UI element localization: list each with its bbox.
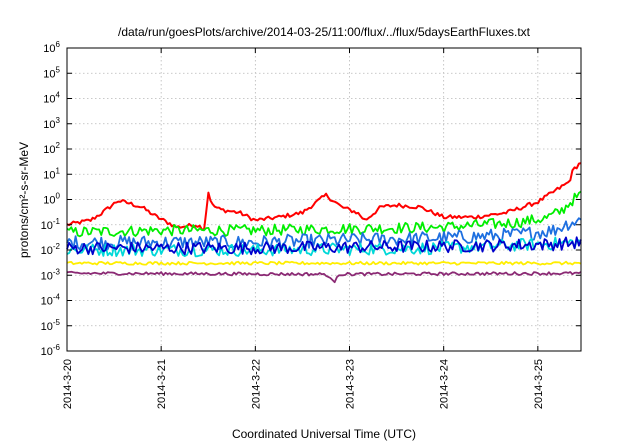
y-tick-label: 10-1 [41, 217, 61, 232]
x-tick-labels: 2014-3-20 2014-3-21 2014-3-22 2014-3-23 2014… [62, 359, 545, 409]
y-tick-label: 106 [43, 40, 60, 55]
x-tick-label: 2014-3-22 [250, 359, 262, 409]
y-tick-labels: 10-6 10-5 10-4 10-3 10-2 10-1 100 101 102 103 104 1… [41, 40, 61, 358]
y-tick-label: 101 [43, 166, 60, 181]
x-tick-label: 2014-3-23 [345, 359, 357, 409]
y-axis-label: protons/cm²-s-sr-MeV [17, 142, 31, 258]
y-tick-label: 10-4 [41, 293, 61, 308]
y-tick-label: 103 [43, 116, 60, 131]
series-line-6 [66, 260, 582, 266]
y-tick-label: 104 [43, 91, 60, 106]
y-tick-label: 102 [43, 141, 60, 156]
series-line-1 [66, 162, 582, 231]
tick-marks [66, 47, 581, 352]
y-tick-label: 10-5 [41, 318, 61, 333]
y-tick-label: 10-6 [41, 343, 61, 358]
series-line-4 [66, 236, 582, 258]
y-tick-label: 10-2 [41, 242, 61, 257]
series-lines [66, 162, 582, 284]
x-tick-label: 2014-3-25 [533, 359, 545, 409]
x-tick-label: 2014-3-24 [439, 359, 451, 409]
y-tick-label: 105 [43, 65, 60, 80]
x-tick-label: 2014-3-21 [156, 359, 168, 409]
y-tick-label: 10-3 [41, 267, 61, 282]
chart-title: /data/run/goesPlots/archive/2014-03-25/1… [118, 25, 531, 39]
x-axis-label: Coordinated Universal Time (UTC) [232, 427, 416, 441]
x-tick-label: 2014-3-20 [62, 359, 74, 409]
series-line-5 [66, 236, 582, 256]
series-line-2 [66, 190, 582, 238]
grid [67, 48, 581, 351]
y-tick-label: 100 [43, 192, 60, 207]
series-line-7 [66, 270, 582, 284]
